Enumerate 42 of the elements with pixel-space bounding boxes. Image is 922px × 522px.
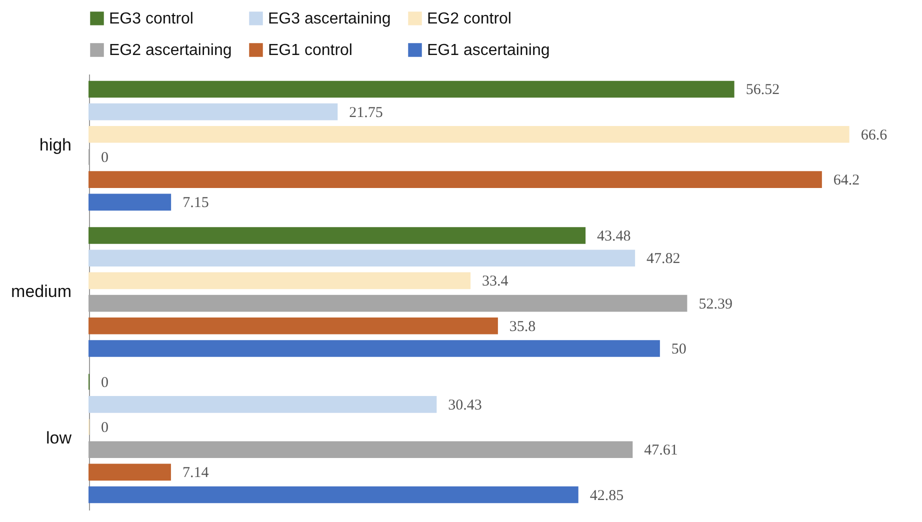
bar: [88, 441, 633, 458]
bar: [88, 126, 850, 143]
bar: [88, 171, 822, 188]
bar: [88, 340, 660, 357]
data-label: 47.82: [646, 251, 680, 268]
y-tick-label: medium: [11, 282, 72, 301]
bar: [88, 294, 688, 312]
data-label: 0: [101, 420, 108, 436]
data-label: 56.52: [746, 82, 780, 98]
legend-label: EG3 control: [109, 10, 194, 28]
legend-label: EG2 control: [427, 10, 512, 28]
legend-label: EG1 ascertaining: [427, 42, 550, 59]
bar: [88, 103, 338, 120]
data-label: 0: [101, 374, 108, 391]
bar: [88, 272, 471, 290]
data-label: 35.8: [509, 318, 536, 335]
data-label: 50: [671, 341, 686, 358]
data-label: 47.61: [644, 442, 678, 459]
bar: [88, 227, 586, 244]
legend-label: EG1 control: [268, 42, 352, 59]
bar: [88, 464, 171, 481]
data-label: 7.15: [182, 195, 209, 212]
legend-label: EG3 ascertaining: [268, 10, 391, 28]
bar: [88, 250, 636, 267]
data-label: 64.2: [833, 172, 860, 189]
data-label: 43.48: [597, 228, 631, 245]
bar: [88, 317, 498, 334]
data-label: 42.85: [590, 488, 624, 504]
y-tick-label: high: [39, 136, 72, 155]
bar: [88, 486, 578, 504]
data-label: 66.6: [860, 127, 888, 144]
bar: [88, 396, 437, 413]
bar: [88, 80, 734, 98]
data-label: 30.43: [448, 397, 482, 414]
data-label: 33.4: [482, 274, 509, 290]
data-label: 21.75: [349, 104, 383, 121]
data-label: 7.14: [182, 465, 210, 482]
y-tick-label: low: [46, 428, 72, 448]
data-label: 0: [101, 150, 108, 166]
data-label: 52.39: [698, 296, 732, 312]
bar: [88, 194, 172, 211]
legend-label: EG2 ascertaining: [109, 42, 232, 59]
